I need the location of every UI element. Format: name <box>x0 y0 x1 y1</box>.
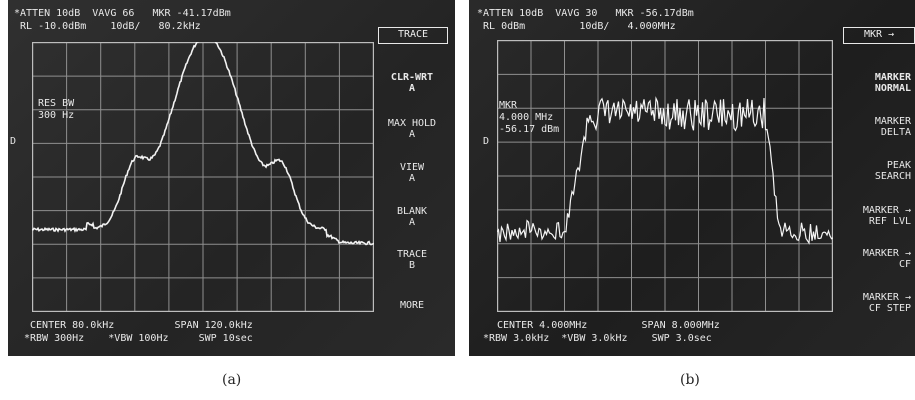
footer-line-1: CENTER 80.0kHz SPAN 120.0kHz <box>24 320 253 331</box>
header-line-1: *ATTEN 10dB VAVG 30 MKR -56.17dBm <box>477 8 694 19</box>
trace-menu-title[interactable]: TRACE <box>378 27 448 44</box>
footer-line-1: CENTER 4.000MHz SPAN 8.000MHz <box>491 320 720 331</box>
footer-line-2: *RBW 3.0kHz *VBW 3.0kHz SWP 3.0sec <box>483 333 712 344</box>
graticule-border <box>32 42 374 312</box>
display-marker-d: D <box>483 136 490 147</box>
graticule-border <box>497 40 833 312</box>
analyzer-screen-a: *ATTEN 10dB VAVG 66 MKR -41.17dBm RL -10… <box>8 0 455 356</box>
trace-plot-area <box>497 40 833 312</box>
softkey-marker-cf[interactable]: MARKER → CF <box>862 248 911 270</box>
res-bw-annotation: RES BW 300 Hz <box>38 98 75 121</box>
softkey-more[interactable]: MORE <box>399 300 425 311</box>
footer-line-2: *RBW 300Hz *VBW 100Hz SWP 10sec <box>24 333 253 344</box>
softkey-blank-a[interactable]: BLANK A <box>396 206 428 228</box>
display-marker-d: D <box>10 136 17 147</box>
analyzer-screen-b: *ATTEN 10dB VAVG 30 MKR -56.17dBm RL 0dB… <box>469 0 915 356</box>
trace-plot-area <box>32 42 374 312</box>
softkey-view-a[interactable]: VIEW A <box>399 162 425 184</box>
softkey-trace-b[interactable]: TRACE B <box>396 249 428 271</box>
caption-b: (b) <box>680 372 700 388</box>
spectrum-trace <box>497 96 833 245</box>
softkey-max-hold-a[interactable]: MAX HOLD A <box>387 118 437 140</box>
marker-menu-title[interactable]: MKR → <box>843 27 915 44</box>
softkey-peak-search[interactable]: PEAK SEARCH <box>874 160 911 182</box>
spectrum-trace <box>32 42 374 246</box>
softkey-marker-ref-lvl[interactable]: MARKER → REF LVL <box>862 205 911 227</box>
header-line-2: RL -10.0dBm 10dB/ 80.2kHz <box>14 21 201 32</box>
softkey-clr-wrt-a[interactable]: CLR-WRT A <box>390 72 434 94</box>
marker-readout-annotation: MKR 4.000 MHz -56.17 dBm <box>499 100 560 135</box>
header-line-1: *ATTEN 10dB VAVG 66 MKR -41.17dBm <box>14 8 231 19</box>
header-line-2: RL 0dBm 10dB/ 4.000MHz <box>477 21 676 32</box>
graticule <box>32 42 374 312</box>
softkey-marker-cf-step[interactable]: MARKER → CF STEP <box>862 292 911 314</box>
graticule <box>497 40 833 312</box>
caption-a: (a) <box>222 372 242 388</box>
softkey-marker-delta[interactable]: MARKER DELTA <box>874 116 911 138</box>
softkey-marker-normal[interactable]: MARKER NORMAL <box>874 72 911 94</box>
